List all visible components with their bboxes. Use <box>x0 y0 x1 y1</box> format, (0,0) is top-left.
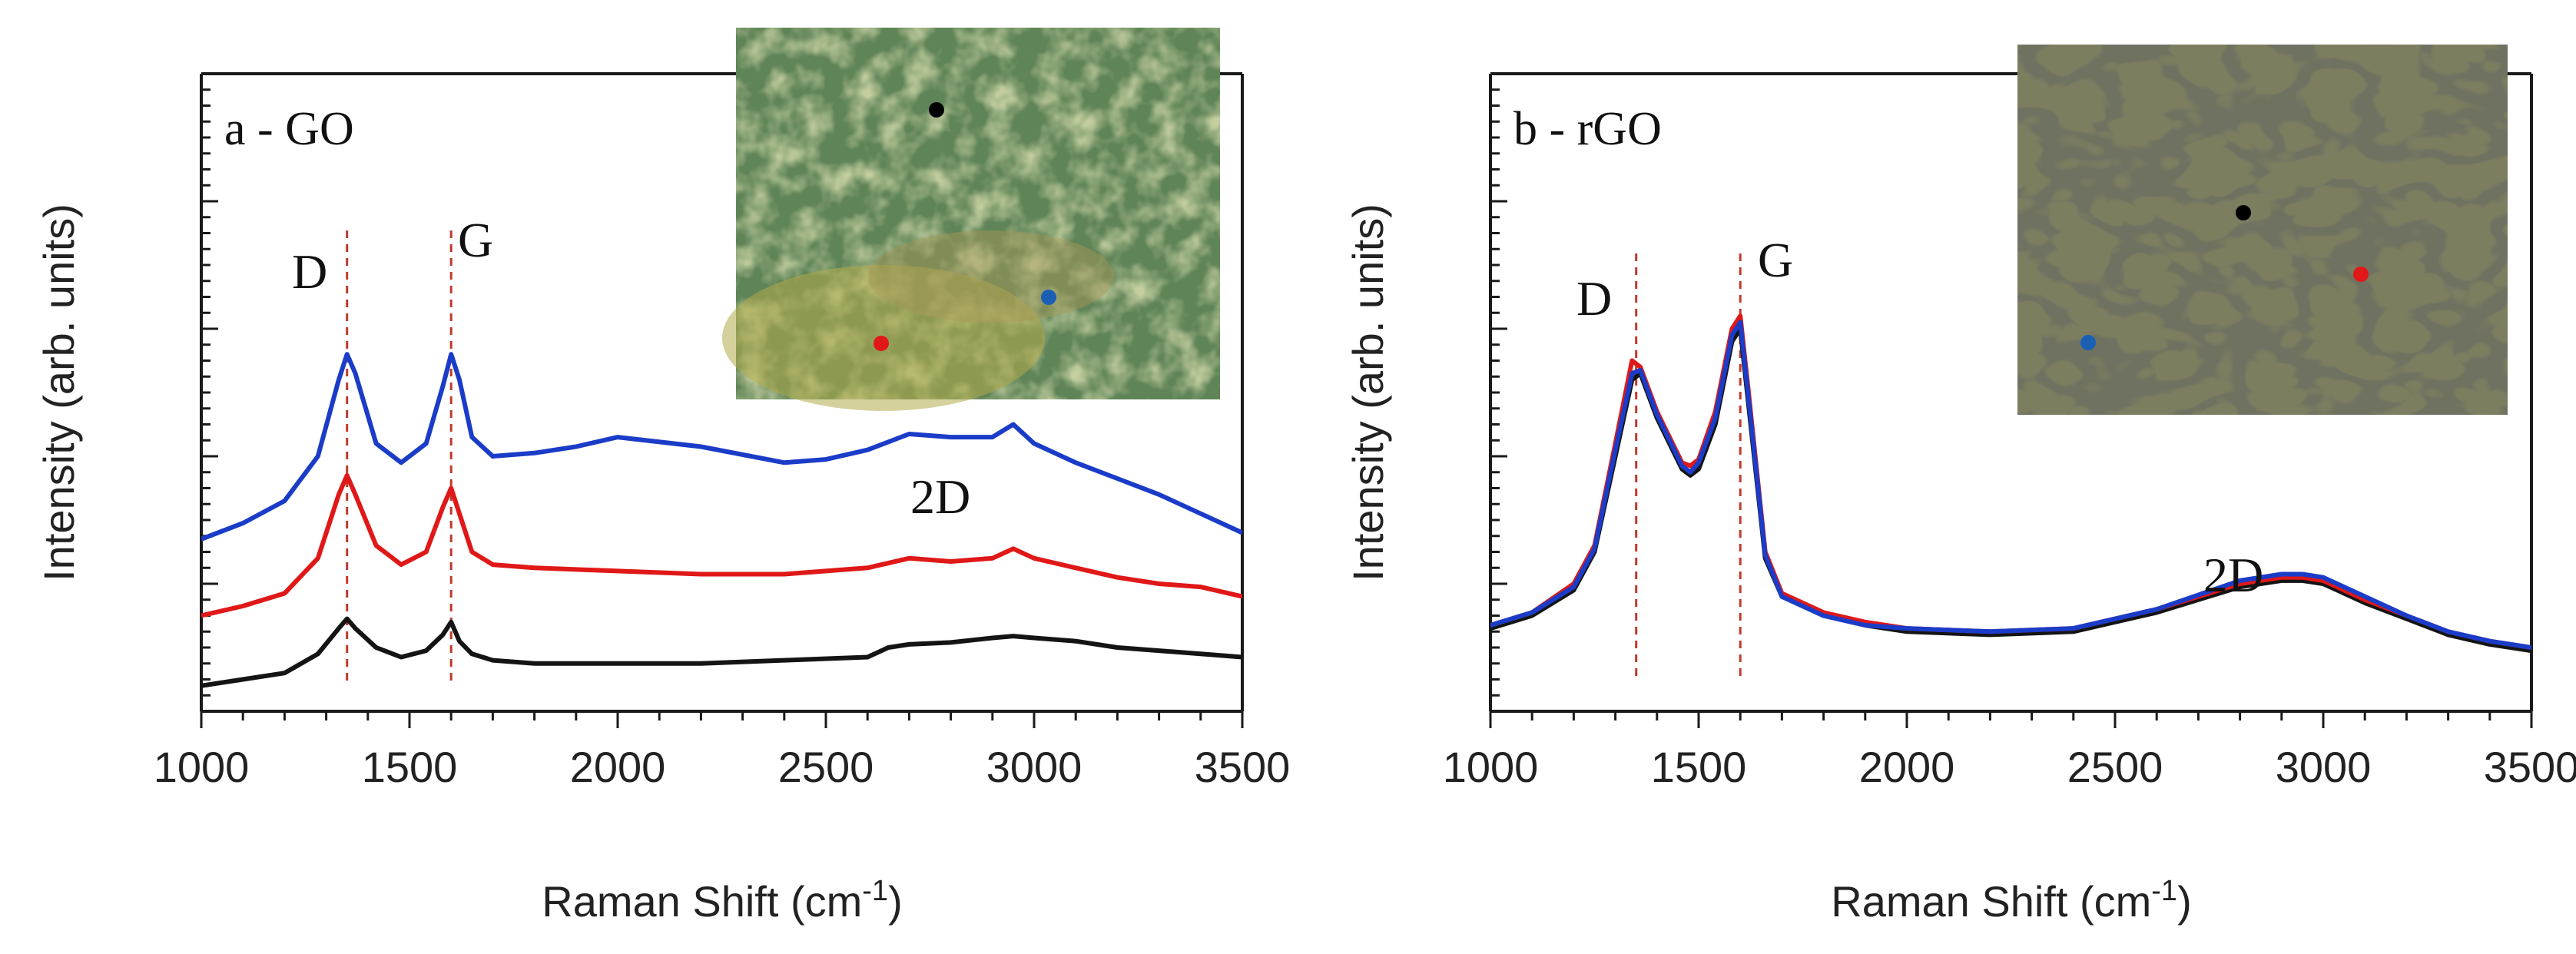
panel-a-x-title-close: ) <box>888 877 903 926</box>
panel-a-x-title-sup: -1 <box>862 875 888 907</box>
panel-a-inset-point-black <box>929 102 944 118</box>
panel-b-inset-point-black <box>2236 205 2251 220</box>
panel-a-x-axis-title: Raman Shift (cm-1) <box>542 875 902 926</box>
panel-b-inset-point-red <box>2353 267 2369 282</box>
panel-a-x-tick-label: 1500 <box>362 743 458 791</box>
panel-a-y-ticks <box>201 72 218 713</box>
panel-b-x-tick-label: 1500 <box>1651 743 1747 791</box>
panel-a-inset-tan-region <box>868 230 1114 323</box>
panel-b-g-label: G <box>1758 233 1793 287</box>
panel-b-x-tick-label: 2000 <box>1859 743 1955 791</box>
panel-a-inset-point-red <box>874 336 889 351</box>
panel-a-red-spectrum <box>201 472 1242 618</box>
panel-a-label: a - GO <box>224 103 354 155</box>
panel-b-x-tick-labels: 1000 1500 2000 2500 3000 3500 <box>1443 743 2576 791</box>
panel-a-black-spectrum <box>201 616 1242 688</box>
panel-a-x-tick-labels: 1000 1500 2000 2500 3000 3500 <box>154 743 1291 791</box>
panel-b-x-axis-title: Raman Shift (cm-1) <box>1831 875 2191 926</box>
panel-a-2d-label: 2D <box>910 469 970 524</box>
panel-a-inset-point-blue <box>1041 290 1056 305</box>
panel-a-x-tick-label: 1000 <box>154 743 250 791</box>
panel-a-x-ticks <box>200 711 1244 728</box>
panel-b-blue-spectrum <box>1490 320 2531 650</box>
panel-a-blue-spectrum <box>201 352 1242 542</box>
panel-a-inset-micrograph <box>722 28 1220 411</box>
panel-a-x-tick-label: 2000 <box>570 743 666 791</box>
panel-b-inset-cracks <box>2017 45 2508 415</box>
panel-b-label: b - rGO <box>1513 103 1662 155</box>
panel-a-x-tick-label: 3000 <box>986 743 1082 791</box>
panel-b-y-ticks <box>1490 72 1507 713</box>
panel-b-x-tick-label: 1000 <box>1443 743 1539 791</box>
panel-a-d-label: D <box>292 244 327 299</box>
panel-b-x-title-main: Raman Shift (cm <box>1831 877 2151 926</box>
panel-a-go: 1000 1500 2000 2500 3000 3500 a - GO D G… <box>35 28 1290 926</box>
panel-b-x-ticks <box>1489 711 2533 728</box>
panel-b-rgo: 1000 1500 2000 2500 3000 3500 b - rGO D … <box>1344 45 2576 926</box>
panel-a-x-tick-label: 3500 <box>1195 743 1291 791</box>
panel-a-y-axis-title: Intensity (arb. units) <box>35 204 83 581</box>
panel-a-g-label: G <box>458 213 493 267</box>
panel-b-x-title-close: ) <box>2177 877 2192 926</box>
panel-b-y-axis-title: Intensity (arb. units) <box>1344 204 1392 581</box>
panel-b-d-label: D <box>1576 271 1612 326</box>
panel-a-x-tick-label: 2500 <box>778 743 874 791</box>
panel-b-x-tick-label: 3000 <box>2276 743 2372 791</box>
panel-b-x-title-sup: -1 <box>2151 875 2177 907</box>
panel-b-inset-point-blue <box>2080 335 2096 350</box>
panel-b-x-tick-label: 3500 <box>2484 743 2576 791</box>
panel-b-x-tick-label: 2500 <box>2067 743 2163 791</box>
panel-b-2d-label: 2D <box>2203 548 2263 602</box>
panel-b-inset-micrograph <box>2017 45 2508 415</box>
panel-a-x-title-main: Raman Shift (cm <box>542 877 862 926</box>
